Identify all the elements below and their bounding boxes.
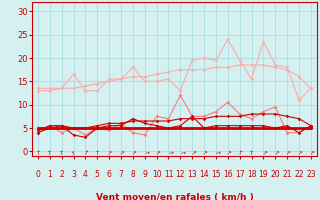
Text: ↑: ↑ — [200, 150, 208, 157]
Text: ↑: ↑ — [35, 151, 41, 156]
Text: ↑: ↑ — [307, 150, 315, 157]
Text: ↑: ↑ — [249, 151, 254, 156]
Text: ↑: ↑ — [260, 150, 267, 157]
Text: ↑: ↑ — [106, 150, 113, 157]
Text: ↑: ↑ — [272, 150, 279, 157]
Text: ↑: ↑ — [188, 150, 196, 157]
Text: ↑: ↑ — [95, 151, 100, 156]
X-axis label: Vent moyen/en rafales ( km/h ): Vent moyen/en rafales ( km/h ) — [96, 193, 253, 200]
Text: ↑: ↑ — [142, 151, 148, 157]
Text: ↑: ↑ — [165, 151, 172, 157]
Text: ↑: ↑ — [295, 150, 303, 157]
Text: ↑: ↑ — [213, 151, 219, 157]
Text: ↑: ↑ — [284, 150, 291, 157]
Text: ↑: ↑ — [82, 150, 89, 157]
Text: ↑: ↑ — [177, 151, 183, 157]
Text: ↑: ↑ — [129, 150, 137, 157]
Text: ↑: ↑ — [59, 151, 64, 156]
Text: ↑: ↑ — [236, 150, 243, 157]
Text: ↑: ↑ — [224, 150, 231, 157]
Text: ↑: ↑ — [70, 150, 77, 157]
Text: ↑: ↑ — [117, 150, 124, 157]
Text: ↑: ↑ — [153, 150, 160, 157]
Text: ↑: ↑ — [47, 151, 52, 156]
